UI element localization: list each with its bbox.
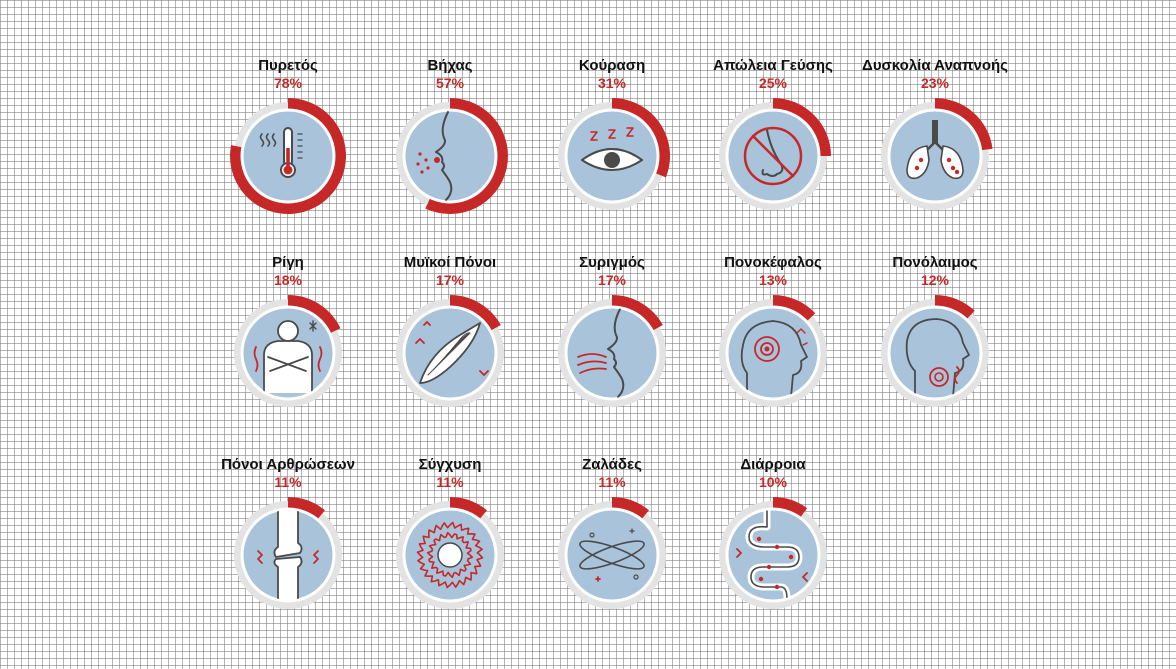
symptom-card: Διάρροια 10% (698, 456, 848, 646)
symptom-name: Κούραση (578, 57, 646, 74)
intestine-icon (736, 510, 808, 600)
symptom-name: Βήχας (427, 57, 473, 74)
symptom-name: Πόνοι Αρθρώσεων (221, 456, 355, 473)
symptom-name: Διάρροια (740, 456, 806, 473)
symptom-percent: 18% (273, 272, 303, 288)
symptom-card: Ρίγη 18% (213, 254, 363, 444)
symptom-dial (719, 98, 831, 210)
symptom-percent: 12% (920, 272, 950, 288)
symptom-dial (396, 497, 504, 609)
symptom-dial (234, 295, 342, 407)
symptom-dial (234, 497, 342, 609)
symptom-percent: 11% (598, 474, 626, 490)
symptom-name: Απώλεια Γεύσης (713, 57, 833, 74)
symptom-percent: 31% (597, 75, 627, 91)
symptom-card: Σύγχυση 11% (375, 456, 525, 646)
symptom-card: Κούραση 31% (537, 57, 687, 247)
symptom-percent: 25% (758, 75, 788, 91)
symptom-name: Πονόλαιμος (892, 254, 978, 271)
confusion-icon (416, 521, 484, 589)
symptom-card: Συριγμός 17% (537, 254, 687, 444)
dial-center (402, 108, 498, 204)
symptom-card: Βήχας 57% (375, 57, 525, 247)
symptom-card: Μυϊκοί Πόνοι 17% (375, 254, 525, 444)
symptom-name: Ρίγη (272, 254, 304, 271)
symptom-card: Πονοκέφαλος 13% (698, 254, 848, 444)
symptom-name: Συριγμός (579, 254, 645, 271)
symptom-name: Ζαλάδες (582, 456, 642, 473)
symptom-dial (719, 497, 827, 609)
symptom-percent: 11% (436, 474, 464, 490)
dial-center (564, 507, 660, 603)
muscle-icon (415, 321, 489, 384)
symptom-percent: 10% (758, 474, 788, 490)
chills-icon (253, 320, 323, 394)
symptom-card: Πυρετός 78% (213, 57, 363, 247)
symptom-dial (558, 295, 666, 407)
symptom-name: Δυσκολία Αναπνοής (862, 57, 1008, 74)
symptom-name: Μυϊκοί Πόνοι (403, 254, 497, 271)
symptom-dial (881, 295, 989, 407)
joint-icon (257, 510, 319, 600)
symptom-card: Πόνοι Αρθρώσεων 11% (213, 456, 363, 646)
cough-icon (416, 111, 453, 201)
symptom-dial (881, 98, 993, 210)
symptom-percent: 78% (273, 75, 303, 91)
symptom-card: Δυσκολία Αναπνοής 23% (860, 57, 1010, 247)
symptom-percent: 13% (758, 272, 788, 288)
wheeze-icon (577, 308, 625, 398)
symptom-card: Απώλεια Γεύσης 25% (698, 57, 848, 247)
symptom-card: Πονόλαιμος 12% (860, 254, 1010, 444)
dizziness-icon (579, 528, 645, 582)
symptom-name: Σύγχυση (418, 456, 482, 473)
symptom-card: Ζαλάδες 11% (537, 456, 687, 646)
symptom-dial (396, 295, 504, 407)
tired-eye-icon (581, 127, 643, 171)
symptom-percent: 17% (597, 272, 627, 288)
headache-icon (740, 320, 808, 398)
symptom-dial (230, 98, 347, 214)
symptom-name: Πυρετός (258, 57, 318, 74)
symptom-percent: 57% (435, 75, 465, 91)
dial-center (887, 108, 983, 204)
no-smell-icon (743, 126, 803, 186)
symptom-percent: 17% (435, 272, 465, 288)
symptom-percent: 11% (274, 474, 302, 490)
symptom-dial (558, 98, 671, 210)
symptom-percent: 23% (920, 75, 950, 91)
symptom-dial (396, 98, 508, 214)
symptom-dial (719, 295, 827, 407)
sore-throat-icon (905, 318, 970, 398)
thermometer-icon (259, 127, 303, 178)
symptom-dial (558, 497, 666, 609)
lungs-icon (906, 120, 964, 180)
symptom-name: Πονοκέφαλος (724, 254, 822, 271)
